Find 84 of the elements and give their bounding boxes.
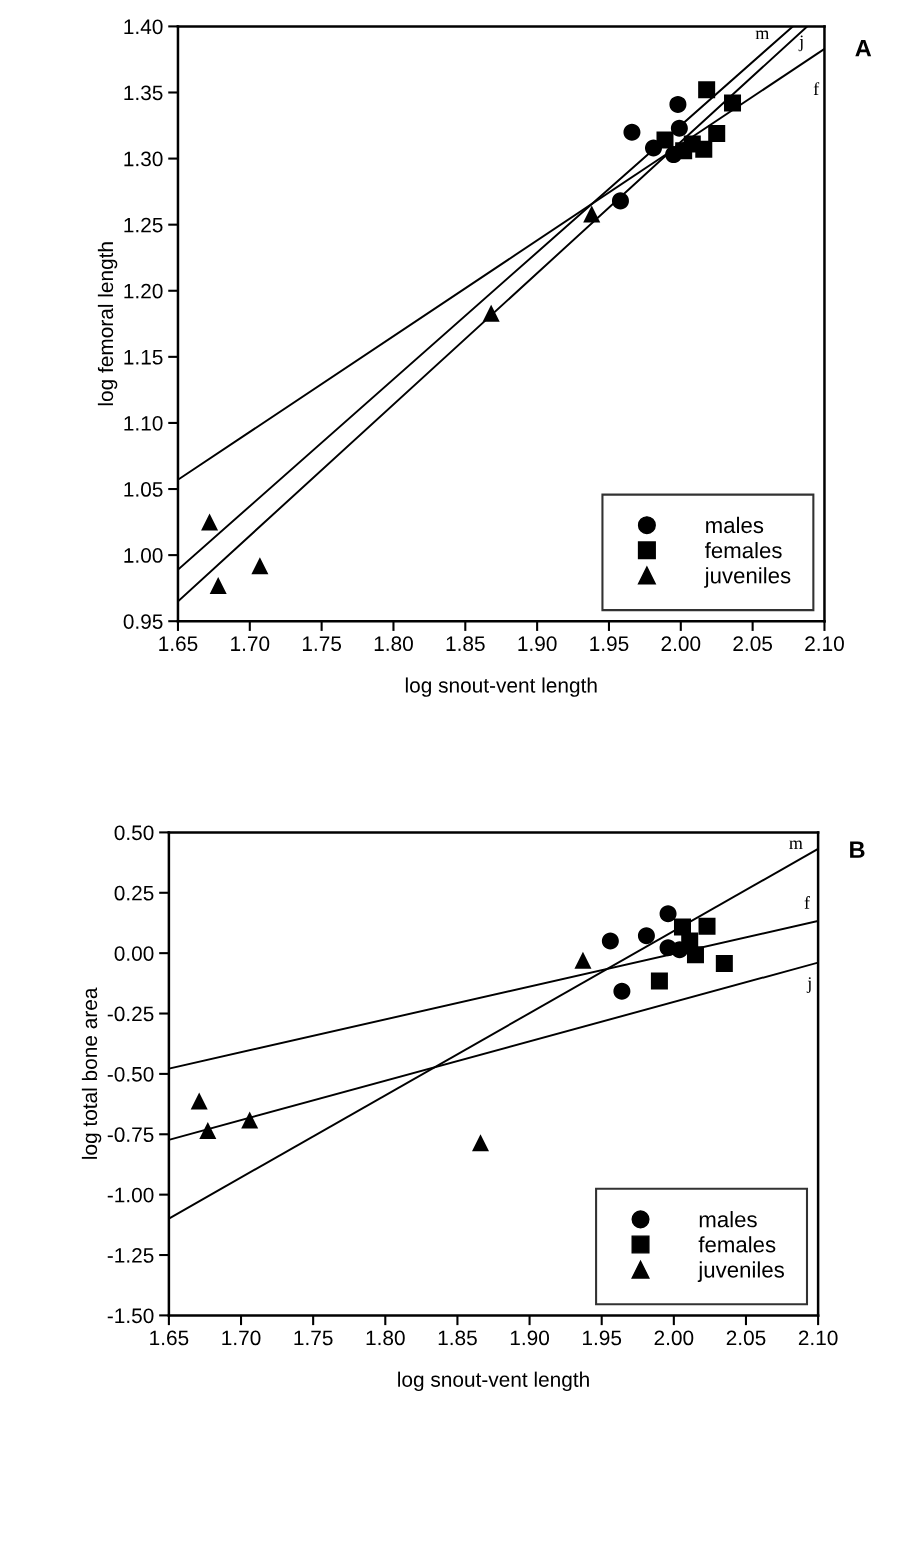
point [241, 1111, 259, 1129]
y-tick-label: 1.15 [124, 350, 163, 365]
text: A [855, 40, 872, 57]
y-tick-label: -1.50 [107, 1308, 154, 1324]
point [673, 918, 691, 936]
point [482, 304, 500, 322]
series-label: j [798, 35, 803, 52]
y-tick-label: 1.00 [124, 548, 163, 563]
x-tick-label: 1.95 [583, 1330, 622, 1346]
series-label: f [813, 82, 820, 95]
legend-label: females [698, 1236, 776, 1253]
legend-label: juveniles [704, 567, 791, 588]
x-tick-label: 1.80 [374, 636, 413, 652]
x-tick-label: 1.95 [590, 636, 629, 652]
point [472, 1134, 490, 1152]
y-tick-label: 0.95 [123, 614, 163, 629]
y-tick-label: -0.50 [107, 1066, 154, 1082]
point [611, 192, 629, 210]
x-tick-label: 1.70 [231, 636, 270, 652]
y-tick-label: 1.20 [124, 283, 163, 299]
x-tick-label: 1.70 [222, 1330, 261, 1346]
point [623, 123, 641, 141]
y-tick-label: 1.35 [124, 85, 163, 101]
point [190, 1092, 208, 1110]
x-tick-label: 2.00 [654, 1330, 694, 1346]
x-tick-label: 1.65 [150, 1330, 189, 1346]
series-label: m [789, 840, 803, 849]
point [201, 513, 219, 531]
y-tick-label: -0.75 [107, 1127, 154, 1143]
x-tick-label: 1.80 [366, 1330, 405, 1346]
y-tick-label: 1.25 [124, 217, 163, 233]
point [670, 119, 688, 137]
point [209, 577, 227, 595]
x-axis-title: log snout-vent length [398, 1371, 589, 1392]
x-axis-title: log snout-vent length [405, 677, 597, 697]
series-label: j [806, 977, 811, 993]
point [637, 927, 655, 945]
x-tick-label: 1.85 [446, 636, 485, 652]
y-axis-title: log femoral length [97, 242, 118, 406]
point [199, 1121, 217, 1139]
y-tick-label: 0.25 [114, 885, 154, 901]
point [601, 932, 619, 950]
legend-label: females [704, 541, 782, 559]
y-tick-label: 0.50 [114, 825, 154, 841]
point [583, 205, 601, 223]
x-tick-label: 2.05 [726, 1330, 766, 1346]
y-tick-label: 1.10 [124, 415, 163, 431]
x-tick-label: 2.10 [805, 636, 844, 652]
legend-label: juveniles [697, 1261, 784, 1283]
y-tick-label: 0.00 [114, 946, 154, 961]
series-label: m [755, 30, 770, 40]
point [724, 94, 742, 112]
x-tick-label: 2.10 [798, 1330, 838, 1346]
x-tick-label: 1.65 [159, 636, 198, 652]
x-tick-label: 2.00 [661, 636, 701, 652]
legend-label: males [706, 516, 764, 534]
point [708, 124, 726, 142]
x-tick-label: 1.85 [438, 1330, 477, 1346]
y-tick-label: -1.25 [107, 1248, 154, 1263]
x-tick-label: 1.90 [518, 636, 557, 652]
x-tick-label: 1.90 [510, 1330, 550, 1346]
y-axis-title: log total bone area [81, 987, 102, 1159]
point [675, 142, 693, 160]
point [574, 951, 592, 969]
y-tick-label: -1.00 [107, 1187, 154, 1203]
series-label: f [804, 896, 810, 909]
point [715, 955, 733, 973]
y-tick-label: 1.30 [124, 151, 163, 167]
point [669, 95, 687, 113]
y-tick-label: 1.40 [124, 19, 163, 35]
x-tick-label: 1.75 [302, 636, 342, 652]
point [656, 131, 674, 149]
point [613, 982, 631, 1000]
y-tick-label: 1.05 [124, 482, 163, 497]
text: B [850, 841, 865, 858]
point [698, 917, 716, 935]
point [251, 557, 269, 575]
point [659, 905, 677, 923]
y-tick-label: -0.25 [107, 1006, 154, 1022]
x-tick-label: 1.75 [294, 1330, 333, 1346]
point [698, 81, 716, 99]
legend-label: males [699, 1211, 757, 1228]
x-tick-label: 2.05 [733, 636, 773, 652]
point [650, 972, 668, 990]
